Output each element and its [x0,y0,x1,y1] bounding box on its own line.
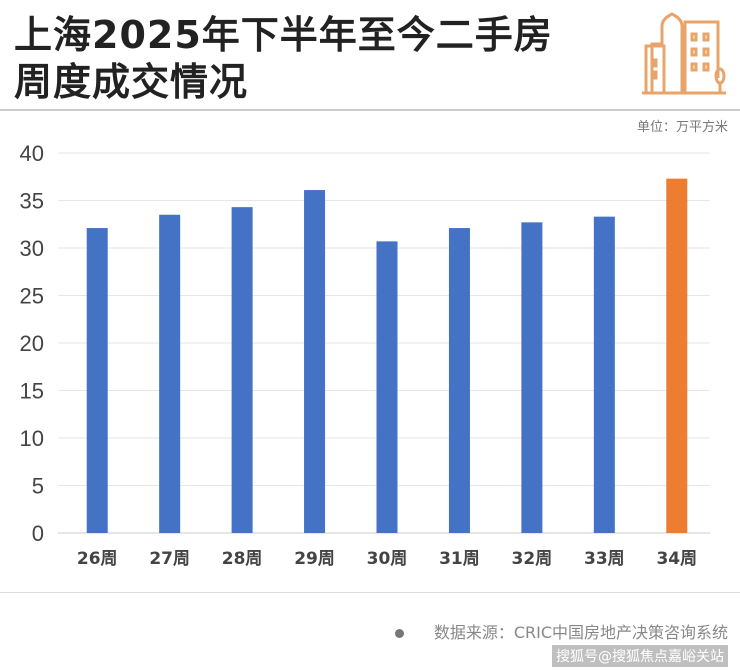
buildings-icon [642,12,726,95]
y-tick-label: 15 [20,379,44,404]
x-tick-label: 34周 [656,549,697,569]
bar [666,178,688,533]
x-tick-label: 32周 [512,549,553,569]
title-line-2: 周度成交情况 [14,60,249,104]
y-tick-label: 20 [20,331,44,356]
y-tick-label: 0 [32,521,44,546]
bar [86,228,108,534]
x-tick-label: 26周 [77,549,118,569]
bullet-icon [394,629,404,638]
x-tick-label: 30周 [367,549,408,569]
y-tick-label: 10 [20,426,44,451]
bar-chart: 0 5 10 15 20 25 30 35 40 26周 27周 28周 29周 30周 31周 32周 33周… [20,141,710,569]
bar [448,228,470,534]
bar [521,222,543,533]
x-tick-label: 31周 [439,549,480,569]
divider [0,592,740,593]
source-note: 数据来源：CRIC中国房地产决策咨询系统 [394,619,728,643]
source-text: 数据来源：CRIC中国房地产决策咨询系统 [433,623,728,642]
bar [376,241,398,533]
y-tick-label: 40 [20,141,44,166]
bar [159,214,181,533]
x-tick-label: 33周 [584,549,625,569]
bar [231,207,253,533]
bar [593,216,615,533]
chart-title: 上海2025年下半年至今二手房 周度成交情况 [14,12,553,106]
y-tick-label: 30 [20,236,44,261]
bar [304,190,326,534]
unit-label: 单位：万平方米 [636,120,728,135]
x-tick-label: 29周 [294,549,335,569]
y-tick-label: 5 [32,474,44,499]
watermark: 搜狐号@搜狐焦点嘉峪关站 [552,645,728,667]
x-tick-label: 27周 [149,549,190,569]
x-tick-label: 28周 [222,549,263,569]
y-tick-label: 35 [20,189,44,214]
divider [0,109,740,111]
title-line-1: 上海2025年下半年至今二手房 [14,13,553,57]
y-tick-label: 25 [20,284,44,309]
